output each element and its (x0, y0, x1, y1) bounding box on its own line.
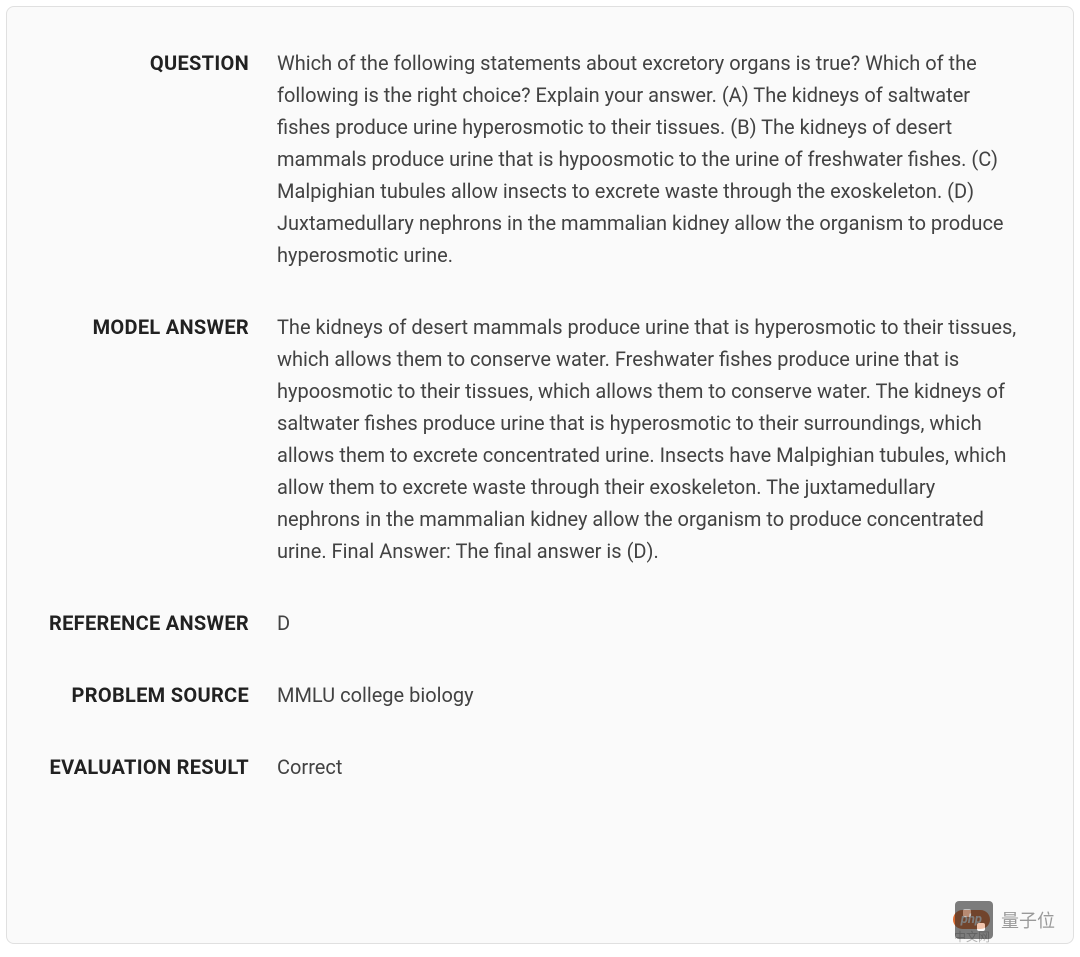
info-card: QUESTION Which of the following statemen… (6, 6, 1074, 944)
row-model-answer: MODEL ANSWER The kidneys of desert mamma… (47, 311, 1023, 567)
label-model-answer: MODEL ANSWER (47, 311, 277, 567)
watermark-logo-icon (955, 901, 993, 939)
value-question: Which of the following statements about … (277, 47, 1023, 271)
row-reference-answer: REFERENCE ANSWER D (47, 607, 1023, 639)
value-evaluation-result: Correct (277, 751, 1023, 783)
row-problem-source: PROBLEM SOURCE MMLU college biology (47, 679, 1023, 711)
label-reference-answer: REFERENCE ANSWER (47, 607, 277, 639)
label-problem-source: PROBLEM SOURCE (47, 679, 277, 711)
row-evaluation-result: EVALUATION RESULT Correct (47, 751, 1023, 783)
value-reference-answer: D (277, 607, 1023, 639)
value-model-answer: The kidneys of desert mammals produce ur… (277, 311, 1023, 567)
value-problem-source: MMLU college biology (277, 679, 1023, 711)
row-question: QUESTION Which of the following statemen… (47, 47, 1023, 271)
watermark: 量子位 (955, 901, 1055, 939)
watermark-text: 量子位 (1001, 907, 1055, 933)
label-question: QUESTION (47, 47, 277, 271)
label-evaluation-result: EVALUATION RESULT (47, 751, 277, 783)
